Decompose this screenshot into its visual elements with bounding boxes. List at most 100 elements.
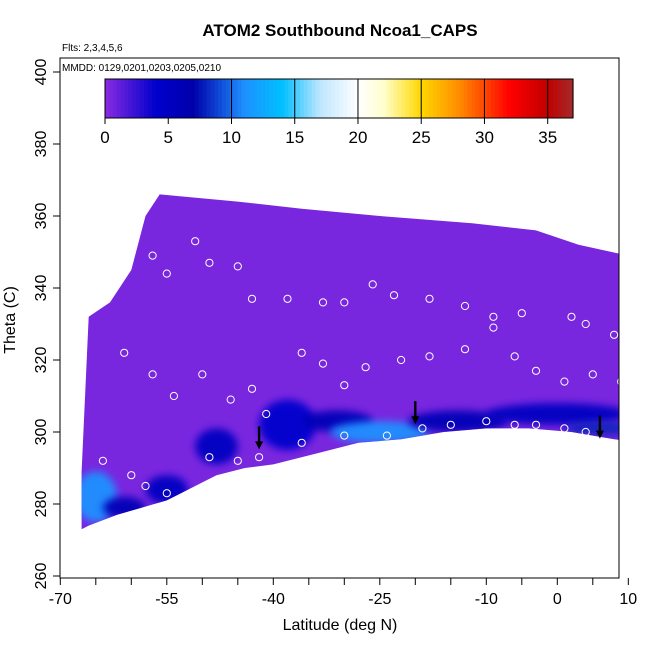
sample-point — [368, 280, 377, 289]
colorbar-segment — [397, 79, 402, 118]
colorbar-segment — [374, 79, 379, 118]
colorbar-segment — [136, 79, 141, 118]
colorbar-segment — [307, 79, 313, 118]
colorbar-frame — [104, 78, 574, 119]
sample-point — [297, 438, 306, 447]
sample-point — [169, 391, 178, 401]
sample-point — [397, 355, 406, 365]
colorbar-segment — [159, 79, 165, 118]
colorbar-segment — [319, 79, 324, 118]
sample-point — [318, 298, 328, 307]
sample-point — [581, 427, 590, 437]
sample-point — [560, 377, 569, 386]
colorbar-segment — [222, 79, 227, 118]
colorbar-segment — [522, 79, 527, 118]
sample-point — [418, 424, 427, 433]
sample-point — [233, 456, 242, 465]
colorbar-segment — [261, 79, 266, 118]
colorbar-segment — [264, 79, 270, 118]
colorbar-segment — [335, 79, 340, 118]
y-tick-label: 320 — [33, 347, 50, 374]
colorbar-segment — [495, 79, 500, 118]
colorbar-segment — [366, 79, 371, 118]
colorbar-tick-label: 5 — [164, 128, 173, 147]
sample-point — [141, 481, 150, 491]
colorbar-segment — [303, 79, 309, 118]
colorbar-segment — [432, 79, 438, 118]
colorbar-segment — [253, 79, 258, 118]
colorbar-segment — [151, 79, 157, 118]
x-tick-label: -40 — [262, 591, 285, 608]
colorbar-segment — [417, 79, 422, 118]
colorbar-tick-label: 35 — [538, 128, 557, 147]
sample-point — [233, 262, 242, 271]
colorbar-segment — [553, 79, 558, 118]
sample-point — [247, 294, 257, 303]
colorbar-segment — [280, 79, 285, 118]
colorbar-segment — [467, 79, 473, 118]
colorbar-segment — [186, 79, 192, 118]
colorbar-segment — [202, 79, 207, 118]
y-axis: 260 280 300 320 340 360 380 400 — [33, 59, 60, 590]
field-blob — [408, 410, 508, 433]
sample-point — [205, 258, 214, 267]
colorbar-segment — [401, 79, 406, 118]
colorbar-segment — [378, 79, 383, 118]
sample-point — [460, 345, 470, 354]
colorbar-segment — [479, 79, 484, 118]
colorbar-segment — [413, 79, 418, 118]
colorbar-segment — [483, 79, 488, 118]
colorbar-segment — [190, 79, 196, 118]
sample-point — [205, 453, 214, 462]
colorbar-segment — [323, 79, 328, 118]
sample-point — [646, 331, 650, 338]
y-axis-label: Theta (C) — [2, 286, 19, 354]
field-blob — [486, 403, 619, 425]
colorbar-segment — [284, 79, 289, 118]
colorbar-segment — [124, 79, 129, 118]
colorbar-segment — [370, 79, 375, 118]
y-tick-label: 260 — [33, 563, 50, 590]
y-tick-label: 360 — [33, 203, 50, 230]
x-tick-label: 0 — [553, 591, 562, 608]
arrow-head — [255, 441, 264, 450]
x-tick-label: -55 — [155, 591, 178, 608]
colorbar-segment — [346, 79, 352, 118]
field-blob — [102, 496, 146, 519]
colorbar-segment — [565, 79, 570, 118]
colorbar-segment — [475, 79, 480, 118]
colorbar-segment — [502, 79, 508, 118]
sample-point — [162, 489, 171, 498]
x-axis: -70-55-40-25-1001020304050607080 — [49, 578, 637, 608]
colorbar-segment — [233, 79, 239, 118]
sample-point — [425, 352, 434, 361]
colorbar-segment — [459, 79, 465, 118]
sample-point — [148, 251, 157, 260]
sample-point — [482, 417, 491, 426]
colorbar-segment — [327, 79, 332, 118]
colorbar-segment — [514, 79, 519, 118]
sample-point — [318, 359, 328, 368]
colorbar-segment — [194, 79, 200, 118]
sample-point — [226, 395, 235, 404]
sample-point — [382, 431, 391, 440]
colorbar-segment — [510, 79, 516, 118]
sample-point — [610, 330, 619, 339]
colorbar-segment — [420, 79, 426, 118]
sample-point — [389, 291, 399, 300]
colorbar-segment — [210, 79, 215, 118]
y-tick-label: 380 — [33, 131, 50, 158]
colorbar-segment — [179, 79, 184, 118]
sample-point — [340, 298, 349, 307]
colorbar-segment — [448, 79, 453, 118]
colorbar-segment — [300, 79, 305, 118]
colorbar-segment — [276, 79, 282, 118]
colorbar-segment — [385, 79, 391, 118]
colorbar-segment — [249, 79, 254, 118]
sample-point — [98, 456, 108, 465]
colorbar-segment — [424, 79, 430, 118]
colorbar-segment — [257, 79, 262, 118]
colorbar-segment — [530, 79, 535, 118]
colorbar-segment — [315, 79, 321, 118]
